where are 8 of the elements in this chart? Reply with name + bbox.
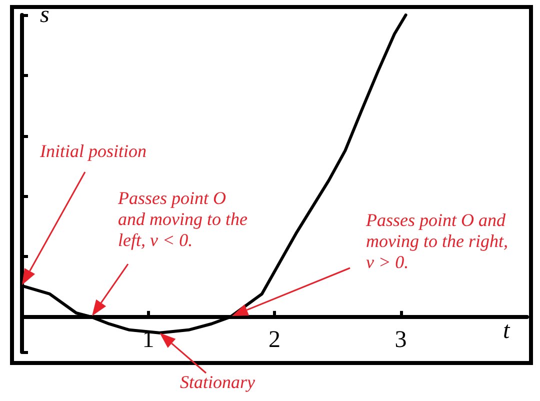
annotation: Initial position bbox=[40, 141, 148, 162]
annotation: Passes point O and moving to the right, v > 0. bbox=[366, 210, 509, 273]
x-axis-title: t bbox=[503, 318, 510, 345]
y-axis-title: s bbox=[40, 2, 50, 29]
annotation: Stationary bbox=[180, 372, 256, 393]
x-tick-label: 2 bbox=[268, 327, 280, 353]
annotation: Passes point O and moving to the left, v < 0. bbox=[118, 188, 248, 251]
x-tick-label: 3 bbox=[394, 327, 407, 353]
